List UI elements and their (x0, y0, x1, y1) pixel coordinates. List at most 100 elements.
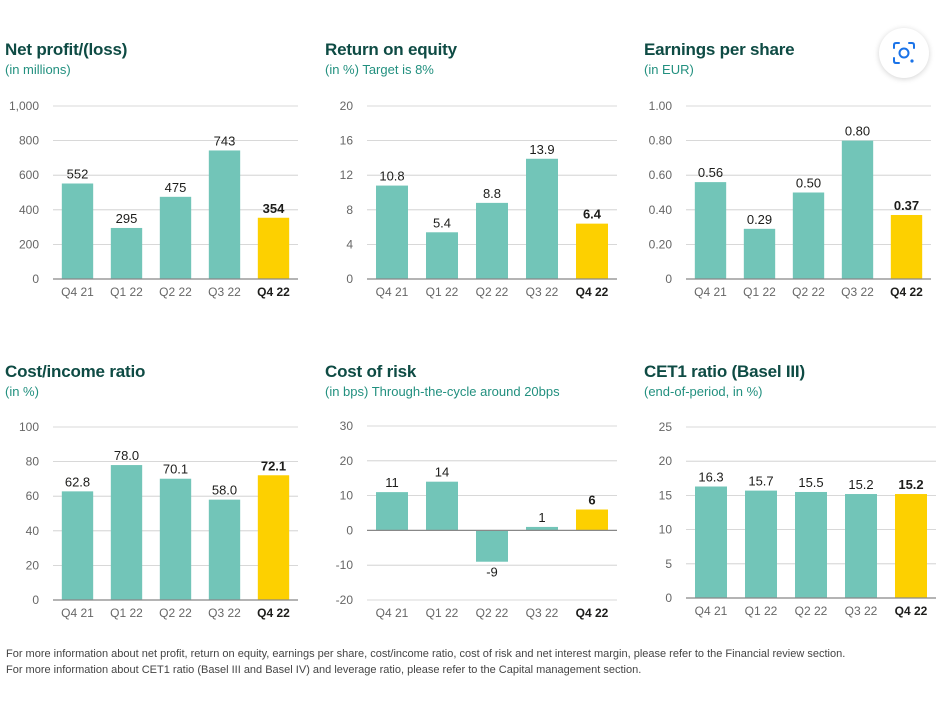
y-tick-label: 200 (19, 237, 39, 251)
bar (576, 223, 608, 279)
y-tick-label: 30 (340, 419, 354, 433)
chart-subtitle: (in %) Target is 8% (325, 62, 434, 77)
bar (576, 509, 608, 531)
bar (61, 183, 94, 279)
data-label: -9 (486, 565, 498, 580)
y-tick-label: 12 (340, 168, 354, 182)
chart-title: Cost of risk (325, 362, 417, 381)
y-tick-label: 25 (659, 420, 673, 434)
footnote-financial-review: For more information about net profit, r… (6, 648, 846, 660)
bar (695, 486, 727, 598)
x-tick-label: Q2 22 (792, 285, 825, 299)
y-tick-label: 0.80 (649, 134, 673, 148)
chart-title: Return on equity (325, 40, 457, 59)
data-label: 475 (165, 180, 187, 195)
x-tick-label: Q1 22 (110, 285, 143, 299)
chart-title: Net profit/(loss) (5, 40, 128, 59)
data-label: 354 (263, 201, 285, 216)
y-tick-label: 0.20 (649, 237, 673, 251)
chart-plot: 0 5 10 15 20 25 16.3 Q4 21 15.7 Q1 22 15.5 Q2 22 15.… (659, 420, 936, 618)
lens-search-icon (893, 42, 915, 64)
chart-plot: 0 200 400 600 800 1,000 552 Q4 21 295 Q1 22 475 Q2 … (9, 99, 298, 299)
chart-panel-cet1-ratio: CET1 ratio (Basel III) (end-of-period, i… (644, 362, 944, 662)
y-tick-label: 8 (346, 203, 353, 217)
bar (526, 158, 558, 279)
x-tick-label: Q2 22 (795, 604, 828, 618)
bar (476, 202, 508, 279)
data-label: 13.9 (529, 142, 554, 157)
y-tick-label: 0 (32, 272, 39, 286)
chart-plot: 0 0.20 0.40 0.60 0.80 1.00 0.56 Q4 21 0.29 Q1 22 0… (649, 99, 931, 299)
chart-panel-return-on-equity: Return on equity (in %) Target is 8% 0 4 8… (325, 40, 625, 340)
x-tick-label: Q3 22 (845, 604, 878, 618)
x-tick-label: Q4 21 (695, 604, 728, 618)
y-tick-label: 0 (346, 272, 353, 286)
data-label: 0.56 (698, 165, 723, 180)
data-label: 8.8 (483, 186, 501, 201)
x-tick-label: Q4 21 (376, 606, 409, 620)
x-tick-label: Q2 22 (159, 285, 192, 299)
bar (895, 494, 927, 598)
y-tick-label: 40 (26, 524, 40, 538)
x-tick-label: Q3 22 (526, 285, 559, 299)
y-tick-label: 60 (26, 489, 40, 503)
x-tick-label: Q4 21 (61, 606, 94, 620)
chart-subtitle: (in EUR) (644, 62, 694, 77)
bar (110, 465, 143, 600)
bar (841, 140, 874, 279)
chart-title: Earnings per share (644, 40, 795, 59)
chart-panel-net-profit: Net profit/(loss) (in millions) 0 200 400 6… (5, 40, 305, 340)
bar (526, 526, 558, 531)
chart-subtitle: (end-of-period, in %) (644, 384, 763, 399)
y-tick-label: 10 (340, 489, 354, 503)
x-tick-label: Q4 21 (376, 285, 409, 299)
x-tick-label: Q4 22 (257, 285, 290, 299)
bar (694, 182, 727, 279)
y-tick-label: 0.40 (649, 203, 673, 217)
data-label: 78.0 (114, 448, 139, 463)
y-tick-label: 0 (32, 593, 39, 607)
bar (476, 530, 508, 562)
chart-panel-cost-income-ratio: Cost/income ratio (in %) 0 20 40 60 80 100 62.… (5, 362, 305, 662)
y-tick-label: 5 (665, 557, 672, 571)
chart-panel-earnings-per-share: Earnings per share (in EUR) 0 0.20 0.40 0.6… (644, 40, 944, 340)
data-label: 58.0 (212, 483, 237, 498)
y-tick-label: 20 (659, 454, 673, 468)
data-label: 0.50 (796, 176, 821, 191)
bar (426, 481, 458, 531)
chart-title: Cost/income ratio (5, 362, 146, 381)
data-label: 0.29 (747, 212, 772, 227)
data-label: 15.5 (798, 475, 823, 490)
y-tick-label: 0 (665, 272, 672, 286)
footnote-capital-management: For more information about CET1 ratio (B… (6, 664, 642, 676)
chart-plot: 0 20 40 60 80 100 62.8 Q4 21 78.0 Q1 22 70.1 Q2 22 5… (19, 420, 298, 620)
y-tick-label: 20 (26, 558, 40, 572)
data-label: 15.2 (898, 477, 923, 492)
data-label: 70.1 (163, 462, 188, 477)
bar (743, 228, 776, 279)
bar (792, 192, 825, 279)
y-tick-label: 0.60 (649, 168, 673, 182)
y-tick-label: 80 (26, 455, 40, 469)
chart-title: CET1 ratio (Basel III) (644, 362, 805, 381)
bar (159, 478, 192, 600)
y-tick-label: 20 (340, 99, 354, 113)
x-tick-label: Q2 22 (476, 606, 509, 620)
bar (376, 492, 408, 531)
x-tick-label: Q1 22 (426, 285, 459, 299)
data-label: 11 (385, 475, 399, 490)
y-tick-label: 800 (19, 134, 39, 148)
y-tick-label: 16 (340, 134, 354, 148)
x-tick-label: Q1 22 (110, 606, 143, 620)
bar (745, 490, 777, 598)
bar (426, 232, 458, 279)
chart-plot: -20 -10 0 10 20 30 11 Q4 21 14 Q1 22 -9 Q2 22 1 Q3 22… (336, 419, 617, 620)
bar (110, 227, 143, 279)
y-tick-label: 1,000 (9, 99, 39, 113)
data-label: 15.2 (848, 477, 873, 492)
data-label: 72.1 (261, 458, 286, 473)
data-label: 0.37 (894, 198, 919, 213)
bar (159, 196, 192, 279)
x-tick-label: Q1 22 (743, 285, 776, 299)
lens-search-button[interactable] (879, 28, 929, 78)
